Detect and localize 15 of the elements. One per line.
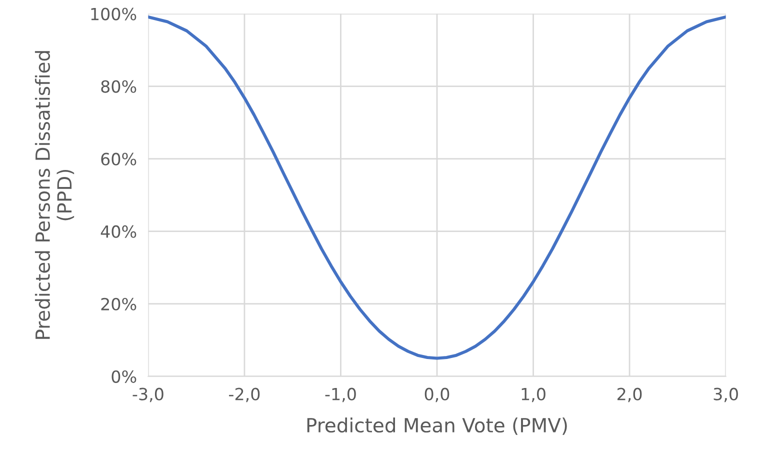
x-tick-label: 3,0 [714,388,738,402]
y-tick-label: 100% [91,8,136,20]
x-tick-label: -1,0 [325,388,356,402]
x-tick-label: -2,0 [229,388,260,402]
x-tick-label: 1,0 [522,388,546,402]
y-tick-label: 60% [101,152,136,166]
y-tick-label: 40% [100,225,136,238]
y-axis-title: Predicted Persons Dissatisfied (PPD) [34,51,74,339]
x-axis-title: Predicted Mean Vote (PMV) [307,418,567,435]
x-tick-label: 2,0 [618,388,642,402]
y-tick-label: 80% [101,80,136,93]
x-tick-label: 0,0 [424,388,450,402]
x-tick-label: -3,0 [132,388,164,402]
y-tick-label: 0% [112,370,136,383]
y-tick-label: 20% [101,298,136,310]
